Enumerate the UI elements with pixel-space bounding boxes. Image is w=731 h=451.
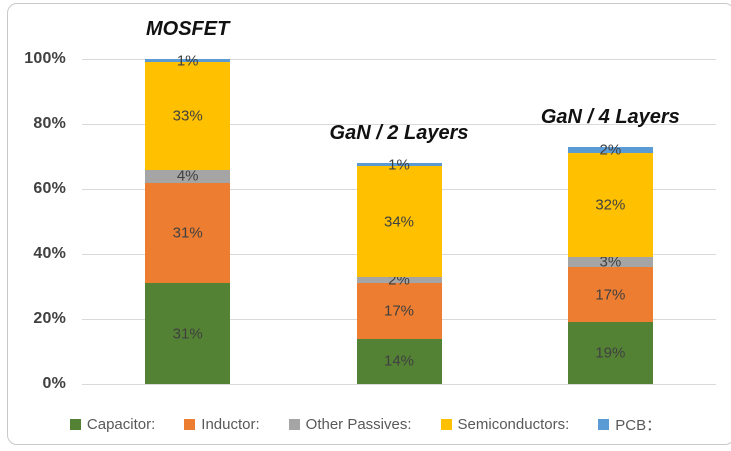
gridline-0 xyxy=(82,384,716,385)
data-label-mosfet-pcb: 1% xyxy=(176,52,199,70)
legend: Capacitor: Inductor: Other Passives: Semico… xyxy=(0,408,731,440)
bar-segment-mosfet-capacitor xyxy=(145,283,231,384)
legend-label-capacitor: Capacitor: xyxy=(86,415,156,433)
y-tick-label-100: 100% xyxy=(24,50,66,67)
legend-item-pcb: PCB： xyxy=(598,414,661,435)
legend-swatch-inductor xyxy=(184,418,196,430)
category-title-gan-4-layers: GaN / 4 Layers xyxy=(540,105,680,128)
y-tick-label-80: 80% xyxy=(33,115,66,132)
legend-swatch-pcb xyxy=(598,418,610,430)
bar-segment-gan-2-layers-capacitor xyxy=(356,338,442,384)
legend-label-pcb: PCB： xyxy=(615,416,662,434)
data-label-mosfet-other-passives: 4% xyxy=(176,167,199,185)
y-tick-label-40: 40% xyxy=(33,245,66,262)
category-title-gan-2-layers: GaN / 2 Layers xyxy=(329,122,469,144)
legend-item-semiconductors: Semiconductors: xyxy=(440,415,570,433)
data-label-gan-4-layers-semiconductors: 32% xyxy=(595,196,626,214)
data-label-gan-4-layers-pcb: 2% xyxy=(599,141,622,159)
legend-swatch-semiconductors xyxy=(440,418,452,430)
gridline-100 xyxy=(82,59,716,60)
bar-segment-gan-4-layers-inductor xyxy=(567,267,653,323)
data-label-gan-4-layers-other-passives: 3% xyxy=(599,253,622,271)
data-label-gan-2-layers-semiconductors: 34% xyxy=(383,213,415,230)
legend-item-inductor: Inductor: xyxy=(184,415,260,433)
data-label-mosfet-capacitor: 31% xyxy=(172,325,203,343)
legend-item-capacitor: Capacitor: xyxy=(69,415,156,433)
y-tick-label-20: 20% xyxy=(33,310,66,327)
bar-segment-gan-4-layers-pcb xyxy=(567,146,653,154)
data-label-gan-2-layers-pcb: 1% xyxy=(388,156,410,174)
bar-segment-mosfet-pcb xyxy=(145,59,231,63)
legend-label-semiconductors: Semiconductors: xyxy=(457,415,570,433)
bar-segment-gan-2-layers-pcb xyxy=(356,163,442,167)
y-tick-label-60: 60% xyxy=(33,180,66,197)
data-label-mosfet-semiconductors: 33% xyxy=(172,107,203,125)
bar-segment-gan-2-layers-inductor xyxy=(356,283,442,339)
data-label-gan-2-layers-capacitor: 14% xyxy=(383,352,415,370)
legend-label-other-passives: Other Passives: xyxy=(305,415,412,433)
data-label-gan-4-layers-capacitor: 19% xyxy=(595,344,626,362)
y-tick-label-0: 0% xyxy=(42,375,66,392)
data-label-gan-4-layers-inductor: 17% xyxy=(595,286,626,304)
bar-segment-gan-4-layers-capacitor xyxy=(567,322,653,384)
legend-swatch-capacitor xyxy=(69,418,81,430)
bar-segment-gan-4-layers-semiconductors xyxy=(567,153,653,258)
gridline-80 xyxy=(82,124,716,125)
bar-segment-gan-4-layers-other-passives xyxy=(567,257,653,267)
bar-segment-gan-2-layers-semiconductors xyxy=(356,166,442,277)
bar-segment-mosfet-inductor xyxy=(145,182,231,284)
data-label-mosfet-inductor: 31% xyxy=(172,224,203,242)
bar-segment-mosfet-other-passives xyxy=(145,169,231,183)
category-title-mosfet: MOSFET xyxy=(145,18,230,40)
legend-item-other-passives: Other Passives: xyxy=(288,415,412,433)
bar-segment-mosfet-semiconductors xyxy=(145,62,231,170)
bar-segment-gan-2-layers-other-passives xyxy=(356,276,442,284)
data-label-gan-2-layers-inductor: 17% xyxy=(383,302,415,320)
legend-swatch-other-passives xyxy=(288,418,300,430)
legend-label-inductor: Inductor: xyxy=(201,415,260,433)
